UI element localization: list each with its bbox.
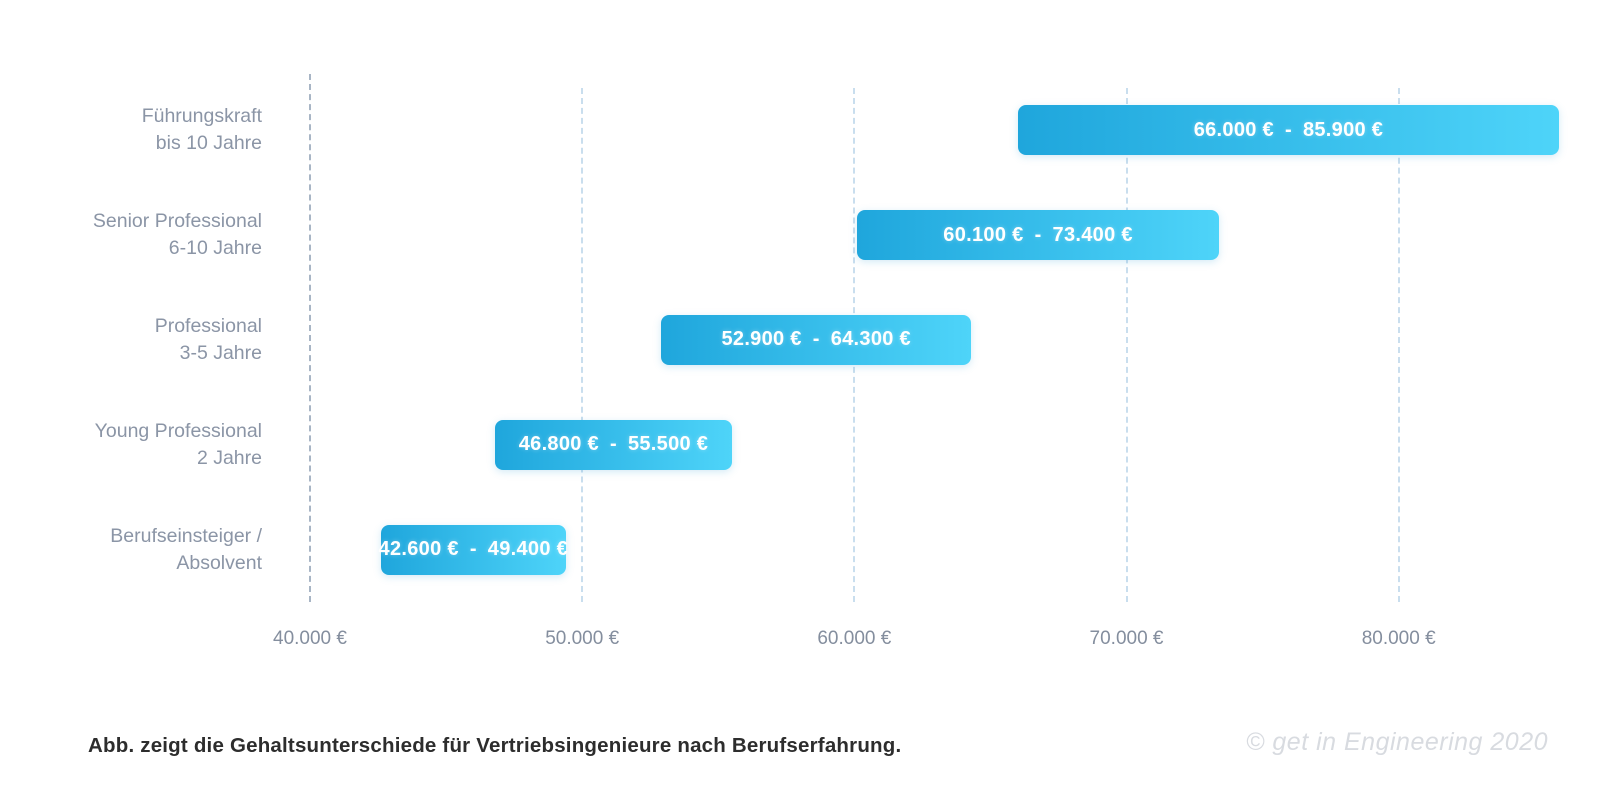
chart-row: Führungskraft bis 10 Jahre 66.000 € -85.900… xyxy=(142,78,1562,183)
range-min-value: 42.600 € xyxy=(378,538,459,561)
range-bar: 60.100 € -73.400 € xyxy=(857,210,1220,261)
range-separator: - xyxy=(469,538,477,561)
range-separator: - xyxy=(1034,223,1042,246)
range-bar: 42.600 € -49.400 € xyxy=(379,524,569,575)
chart-row: Young Professional 2 Jahre 46.800 € -55.500… xyxy=(95,392,1562,497)
category-label: Senior Professional 6-10 Jahre xyxy=(92,210,262,260)
x-tick-label: 50.000 € xyxy=(545,628,620,649)
copyright-notice: © get in Engineering 2020 xyxy=(1246,728,1548,756)
x-tick-label: 80.000 € xyxy=(1361,628,1436,649)
range-bar: 46.800 € -55.500 € xyxy=(495,419,732,470)
gridline xyxy=(1397,88,1400,602)
range-bar: 52.900 € -64.300 € xyxy=(661,314,972,365)
bar-range-label: 66.000 € -85.900 € xyxy=(1194,119,1384,142)
range-min-value: 60.100 € xyxy=(943,223,1024,246)
gridline xyxy=(581,88,584,602)
range-max-value: 85.900 € xyxy=(1302,118,1384,141)
gridline xyxy=(1125,88,1128,602)
chart-caption: Abb. zeigt die Gehaltsunterschiede für V… xyxy=(88,734,902,757)
range-separator: - xyxy=(1284,118,1292,141)
chart-row: Senior Professional 6-10 Jahre 60.100 € -73… xyxy=(93,183,1562,288)
x-tick-label: 70.000 € xyxy=(1089,628,1164,649)
category-label: Führungskraft bis 10 Jahre xyxy=(141,105,262,155)
range-max-value: 55.500 € xyxy=(627,433,709,456)
category-label: Young Professional 2 Jahre xyxy=(94,419,262,469)
range-max-value: 64.300 € xyxy=(830,328,911,351)
range-separator: - xyxy=(609,433,617,456)
category-label: Berufseinsteiger / Absolvent xyxy=(110,524,262,574)
x-tick-label: 40.000 € xyxy=(273,628,347,649)
chart-row: Berufseinsteiger / Absolvent 42.600 € -49.4… xyxy=(110,497,1562,602)
chart-rows: Führungskraft bis 10 Jahre 66.000 € -85.900… xyxy=(93,78,1562,602)
range-min-value: 52.900 € xyxy=(721,328,802,351)
category-label: Professional 3-5 Jahre xyxy=(154,314,262,364)
bar-range-label: 52.900 € -64.300 € xyxy=(721,328,911,351)
range-min-value: 46.800 € xyxy=(518,433,599,456)
range-separator: - xyxy=(812,328,820,351)
x-axis-labels: 40.000 € 50.000 € 60.000 € 70.000 € 80.000 € xyxy=(273,628,1562,658)
range-max-value: 73.400 € xyxy=(1052,223,1133,246)
chart-row: Professional 3-5 Jahre 52.900 € -64.300 € xyxy=(155,288,1562,393)
bar-range-label: 42.600 € -49.400 € xyxy=(379,538,569,561)
x-tick-label: 60.000 € xyxy=(817,628,892,649)
bar-range-label: 60.100 € -73.400 € xyxy=(943,224,1133,247)
range-max-value: 49.400 € xyxy=(487,538,569,561)
range-min-value: 66.000 € xyxy=(1193,118,1274,141)
range-bar: 66.000 € -85.900 € xyxy=(1017,105,1560,156)
bar-range-label: 46.800 € -55.500 € xyxy=(519,433,709,456)
y-axis-line xyxy=(309,74,311,602)
